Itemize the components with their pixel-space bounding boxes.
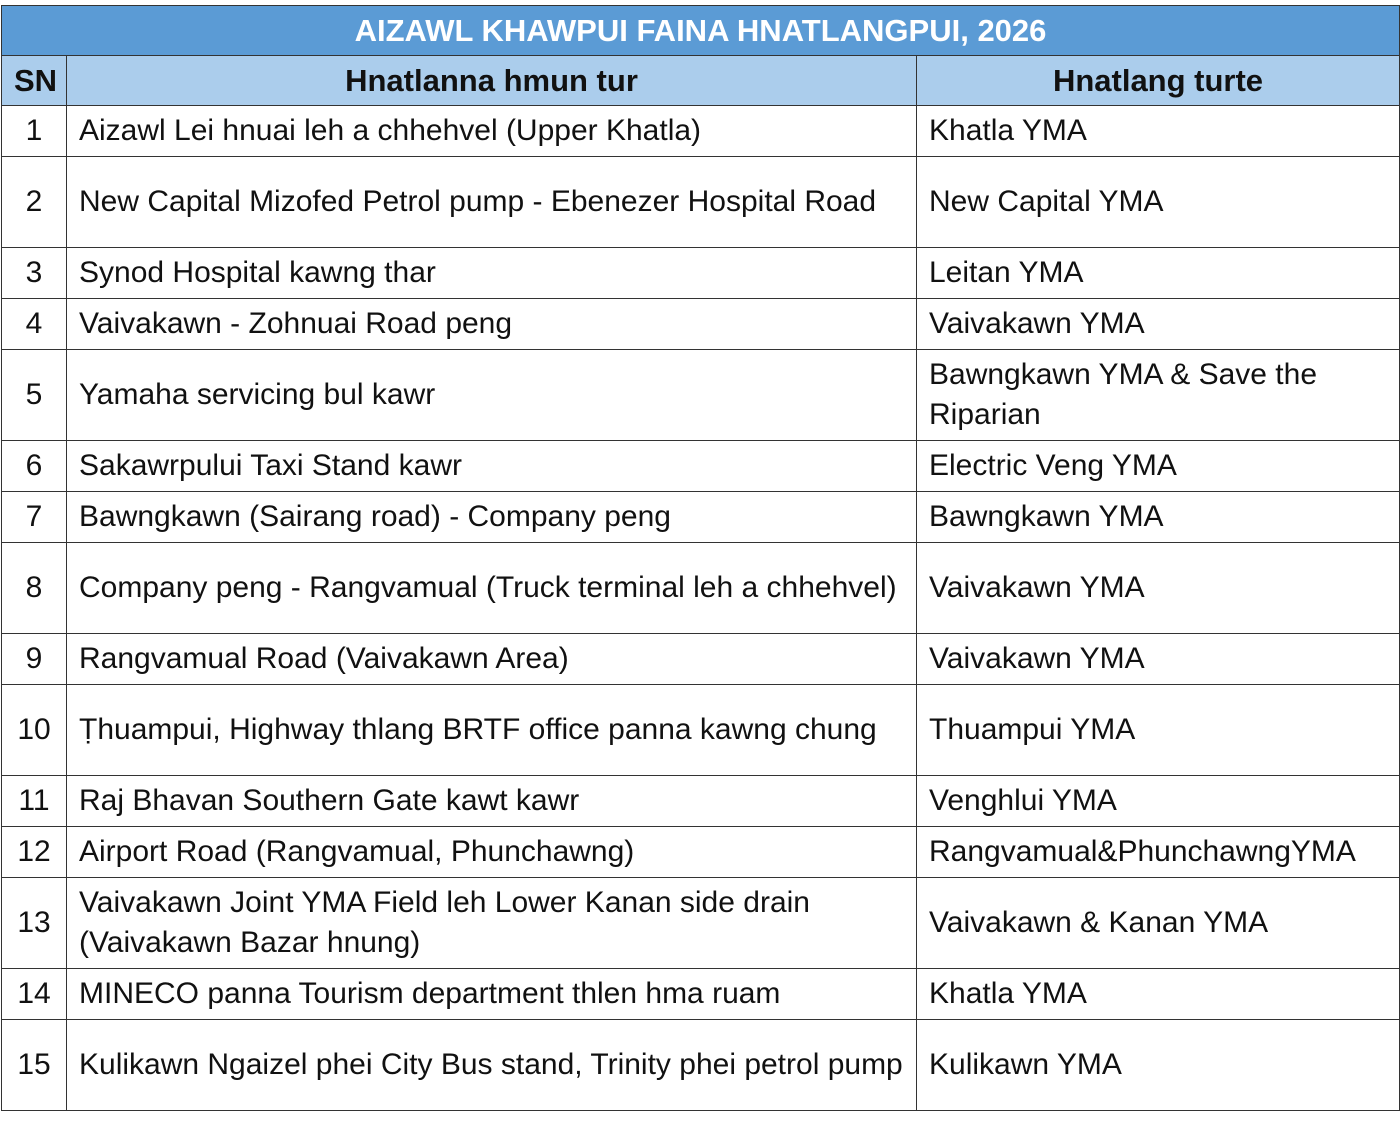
row-group: Venghlui YMA: [916, 775, 1400, 827]
row-place: Synod Hospital kawng thar: [66, 247, 917, 299]
row-place: Company peng - Rangvamual (Truck termina…: [66, 542, 917, 634]
table-row: 14 MINECO panna Tourism department thlen …: [1, 968, 1400, 1020]
row-place: Bawngkawn (Sairang road) - Company peng: [66, 491, 917, 543]
row-sn: 4: [1, 298, 67, 350]
row-group: Thuampui YMA: [916, 684, 1400, 776]
table-row: 4 Vaivakawn - Zohnuai Road peng Vaivakawn …: [1, 298, 1400, 350]
header-place: Hnatlanna hmun tur: [66, 55, 917, 106]
row-sn: 3: [1, 247, 67, 299]
row-group: Rangvamual&PhunchawngYMA: [916, 826, 1400, 878]
table-row: 3 Synod Hospital kawng thar Leitan YMA: [1, 247, 1400, 299]
row-sn: 9: [1, 633, 67, 685]
table-row: 15 Kulikawn Ngaizel phei City Bus stand, …: [1, 1019, 1400, 1111]
row-sn: 7: [1, 491, 67, 543]
row-place: MINECO panna Tourism department thlen hm…: [66, 968, 917, 1020]
row-group: Vaivakawn YMA: [916, 298, 1400, 350]
row-place: Aizawl Lei hnuai leh a chhehvel (Upper K…: [66, 105, 917, 157]
table-row: 11 Raj Bhavan Southern Gate kawt kawr Veng…: [1, 775, 1400, 827]
header-sn: SN: [1, 55, 67, 106]
row-place: Airport Road (Rangvamual, Phunchawng): [66, 826, 917, 878]
row-place: New Capital Mizofed Petrol pump - Ebenez…: [66, 156, 917, 248]
row-place: Ṭhuampui, Highway thlang BRTF office pan…: [66, 684, 917, 776]
row-place: Vaivakawn - Zohnuai Road peng: [66, 298, 917, 350]
table-row: 12 Airport Road (Rangvamual, Phunchawng) R…: [1, 826, 1400, 878]
schedule-table: AIZAWL KHAWPUI FAINA HNATLANGPUI, 2026 S…: [1, 5, 1400, 1111]
table-row: 6 Sakawrpului Taxi Stand kawr Electric Ven…: [1, 440, 1400, 492]
row-sn: 11: [1, 775, 67, 827]
row-place: Kulikawn Ngaizel phei City Bus stand, Tr…: [66, 1019, 917, 1111]
row-place: Sakawrpului Taxi Stand kawr: [66, 440, 917, 492]
row-group: Vaivakawn YMA: [916, 542, 1400, 634]
row-place: Vaivakawn Joint YMA Field leh Lower Kana…: [66, 877, 917, 969]
row-group: New Capital YMA: [916, 156, 1400, 248]
row-place: Raj Bhavan Southern Gate kawt kawr: [66, 775, 917, 827]
row-place: Rangvamual Road (Vaivakawn Area): [66, 633, 917, 685]
row-group: Bawngkawn YMA & Save the Riparian: [916, 349, 1400, 441]
table-row: 5 Yamaha servicing bul kawr Bawngkawn YMA …: [1, 349, 1400, 441]
row-sn: 10: [1, 684, 67, 776]
row-sn: 15: [1, 1019, 67, 1111]
header-group: Hnatlang turte: [916, 55, 1400, 106]
row-sn: 8: [1, 542, 67, 634]
row-sn: 5: [1, 349, 67, 441]
table-row: 7 Bawngkawn (Sairang road) - Company peng…: [1, 491, 1400, 543]
table-row: 2 New Capital Mizofed Petrol pump - Ebene…: [1, 156, 1400, 248]
row-sn: 1: [1, 105, 67, 157]
row-sn: 6: [1, 440, 67, 492]
row-sn: 12: [1, 826, 67, 878]
table-row: 1 Aizawl Lei hnuai leh a chhehvel (Upper …: [1, 105, 1400, 157]
table-title: AIZAWL KHAWPUI FAINA HNATLANGPUI, 2026: [1, 5, 1400, 56]
row-group: Bawngkawn YMA: [916, 491, 1400, 543]
row-sn: 13: [1, 877, 67, 969]
row-group: Vaivakawn YMA: [916, 633, 1400, 685]
row-place: Yamaha servicing bul kawr: [66, 349, 917, 441]
row-group: Khatla YMA: [916, 968, 1400, 1020]
row-group: Electric Veng YMA: [916, 440, 1400, 492]
table-row: 9 Rangvamual Road (Vaivakawn Area) Vaivaka…: [1, 633, 1400, 685]
row-group: Vaivakawn & Kanan YMA: [916, 877, 1400, 969]
table-row: 13 Vaivakawn Joint YMA Field leh Lower Ka…: [1, 877, 1400, 969]
row-sn: 14: [1, 968, 67, 1020]
table-row: 8 Company peng - Rangvamual (Truck termin…: [1, 542, 1400, 634]
table-row: 10 Ṭhuampui, Highway thlang BRTF office p…: [1, 684, 1400, 776]
row-group: Kulikawn YMA: [916, 1019, 1400, 1111]
row-group: Leitan YMA: [916, 247, 1400, 299]
row-sn: 2: [1, 156, 67, 248]
row-group: Khatla YMA: [916, 105, 1400, 157]
